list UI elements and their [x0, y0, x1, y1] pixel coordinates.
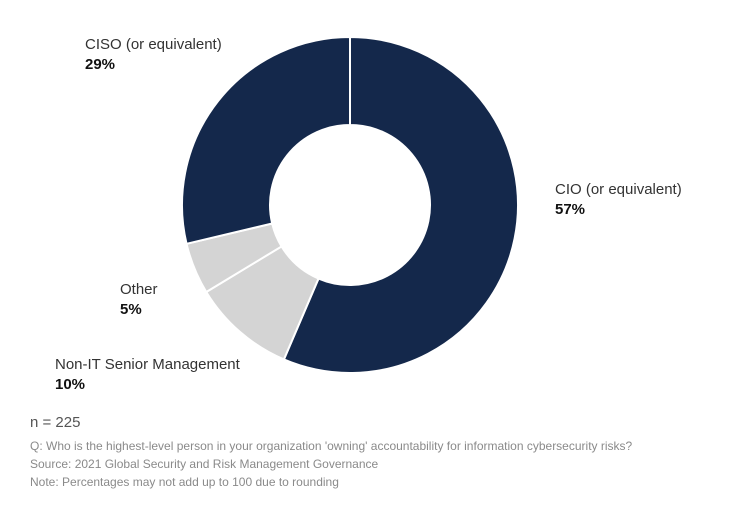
slice-label-nonit: Non-IT Senior Management 10% [55, 355, 240, 396]
donut-chart: CIO (or equivalent) 57% Non-IT Senior Ma… [0, 0, 750, 420]
slice-label-ciso-pct: 29% [85, 55, 222, 75]
slice-label-other-pct: 5% [120, 300, 158, 320]
footer-n: n = 225 [30, 414, 720, 431]
footer-note: Note: Percentages may not add up to 100 … [30, 473, 720, 491]
slice-label-nonit-pct: 10% [55, 375, 240, 395]
slice-label-other-name: Other [120, 280, 158, 300]
slice-label-cio-pct: 57% [555, 200, 682, 220]
slice-label-cio-name: CIO (or equivalent) [555, 180, 682, 200]
footer-source: Source: 2021 Global Security and Risk Ma… [30, 455, 720, 473]
slice-label-cio: CIO (or equivalent) 57% [555, 180, 682, 221]
footer-question: Q: Who is the highest-level person in yo… [30, 437, 720, 455]
slice-label-other: Other 5% [120, 280, 158, 321]
chart-footer: n = 225 Q: Who is the highest-level pers… [30, 414, 720, 491]
slice-label-ciso-name: CISO (or equivalent) [85, 35, 222, 55]
slice-label-ciso: CISO (or equivalent) 29% [85, 35, 222, 76]
slice-label-nonit-name: Non-IT Senior Management [55, 355, 240, 375]
